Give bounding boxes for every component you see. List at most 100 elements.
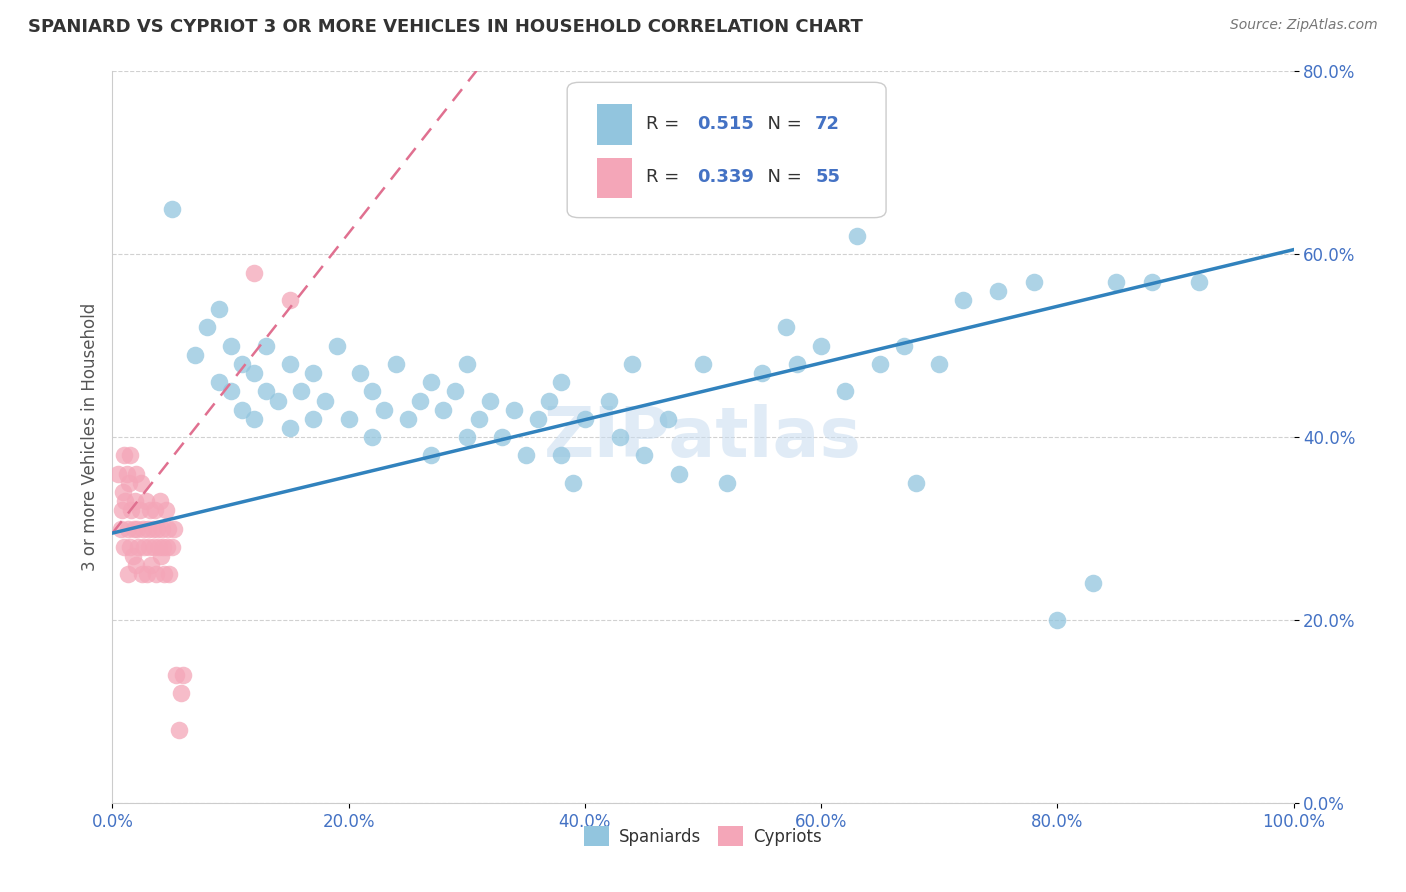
Point [141, 558, 163, 573]
Point [124, 494, 146, 508]
Point [136, 521, 159, 535]
Point [122, 521, 145, 535]
Text: ZIPatlas: ZIPatlas [544, 403, 862, 471]
Point [120, 448, 142, 462]
Point [1022, 275, 1045, 289]
Point [834, 384, 856, 399]
Point [146, 521, 169, 535]
Point [150, 521, 173, 535]
Point [157, 567, 180, 582]
Point [149, 549, 172, 563]
Point [127, 540, 149, 554]
Point [952, 293, 974, 307]
Point [110, 521, 132, 535]
Point [138, 540, 160, 554]
Point [149, 494, 172, 508]
Point [135, 567, 157, 582]
Text: R =: R = [647, 115, 685, 133]
Point [349, 366, 371, 380]
Point [114, 494, 136, 508]
Point [167, 723, 190, 737]
Point [145, 567, 167, 582]
Point [160, 202, 183, 216]
Point [107, 467, 129, 481]
Point [254, 384, 277, 399]
Point [117, 567, 139, 582]
Point [121, 549, 143, 563]
Point [621, 357, 644, 371]
Point [153, 567, 176, 582]
Point [156, 521, 179, 535]
Point [170, 686, 193, 700]
Point [132, 521, 155, 535]
Point [120, 503, 142, 517]
Point [657, 412, 679, 426]
Text: N =: N = [756, 115, 807, 133]
Point [112, 448, 135, 462]
Point [128, 503, 150, 517]
Point [314, 393, 336, 408]
Point [243, 412, 266, 426]
Point [142, 521, 165, 535]
Point [254, 338, 277, 352]
Point [550, 448, 572, 462]
Point [118, 475, 141, 490]
Point [810, 338, 832, 352]
Point [195, 320, 218, 334]
Point [526, 412, 548, 426]
Point [115, 467, 138, 481]
Point [125, 467, 148, 481]
Point [267, 393, 290, 408]
Point [467, 412, 489, 426]
Point [219, 338, 242, 352]
Point [751, 366, 773, 380]
Point [396, 412, 419, 426]
Point [420, 375, 443, 389]
Point [243, 366, 266, 380]
Point [786, 357, 808, 371]
Point [668, 467, 690, 481]
Point [278, 293, 301, 307]
Point [290, 384, 312, 399]
Point [716, 475, 738, 490]
Point [278, 421, 301, 435]
Point [515, 448, 537, 462]
Point [302, 412, 325, 426]
Text: 72: 72 [815, 115, 841, 133]
Point [869, 357, 891, 371]
Point [143, 503, 166, 517]
Point [326, 338, 349, 352]
Point [1105, 275, 1128, 289]
Text: 0.515: 0.515 [697, 115, 754, 133]
Text: 0.339: 0.339 [697, 169, 754, 186]
Point [633, 448, 655, 462]
Point [503, 402, 526, 417]
Point [165, 667, 187, 681]
Point [1188, 275, 1211, 289]
Point [385, 357, 408, 371]
FancyBboxPatch shape [567, 82, 886, 218]
Point [184, 348, 207, 362]
Point [845, 229, 868, 244]
Point [112, 540, 135, 554]
Point [456, 357, 478, 371]
Point [152, 540, 174, 554]
Point [231, 402, 253, 417]
Point [987, 284, 1010, 298]
Text: Source: ZipAtlas.com: Source: ZipAtlas.com [1230, 18, 1378, 32]
Point [456, 430, 478, 444]
Point [231, 357, 253, 371]
Point [139, 503, 162, 517]
Bar [596, 158, 633, 198]
Point [120, 540, 142, 554]
Point [112, 485, 135, 500]
Point [361, 430, 384, 444]
Text: 55: 55 [815, 169, 841, 186]
Point [117, 521, 139, 535]
Point [574, 412, 596, 426]
Point [444, 384, 467, 399]
Point [155, 503, 177, 517]
Point [928, 357, 950, 371]
Point [420, 448, 443, 462]
Point [479, 393, 502, 408]
